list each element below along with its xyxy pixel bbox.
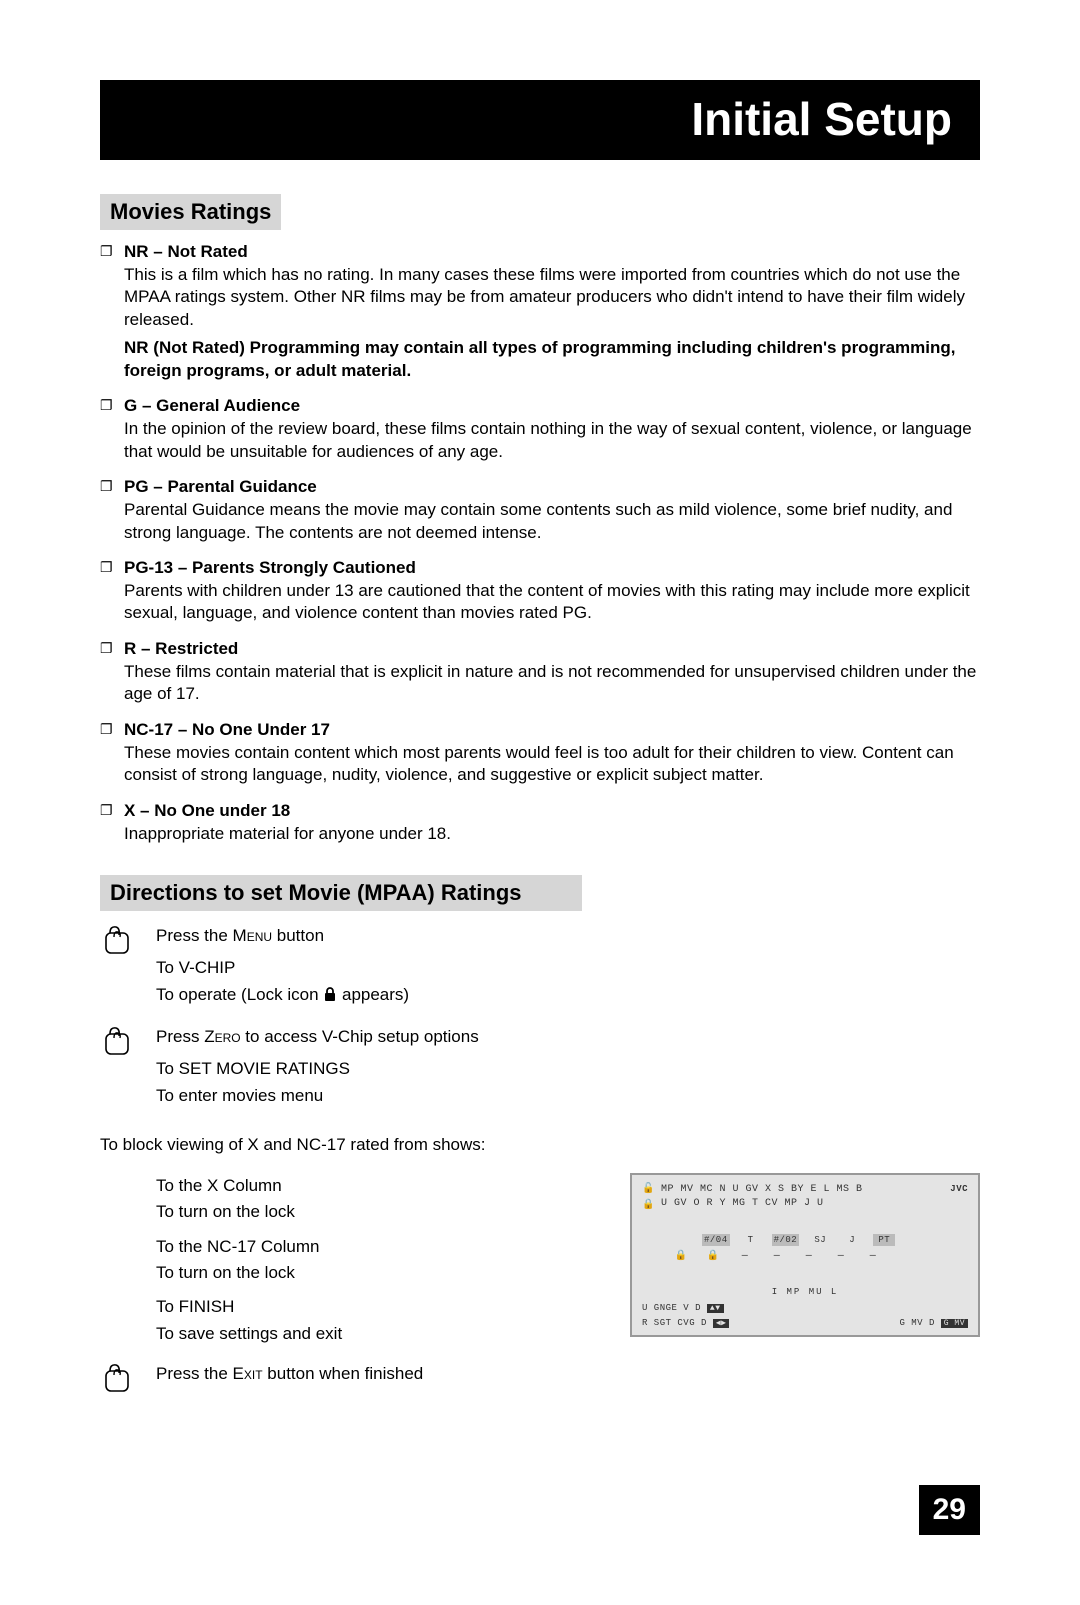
step-sub: To V-CHIP xyxy=(156,955,980,981)
tv-label: U GNGE V D xyxy=(642,1303,701,1313)
tv-button-icon: ◀▶ xyxy=(713,1319,730,1328)
lock-icon: 🔒 xyxy=(642,1199,655,1213)
rating-x: X – No One under 18 Inappropriate materi… xyxy=(100,801,980,845)
tv-middle: I MP MU L xyxy=(642,1286,968,1298)
step-text: button xyxy=(272,926,324,945)
block-step: To turn on the lock xyxy=(156,1260,530,1286)
step-text: appears) xyxy=(337,985,409,1004)
step-text: Press the xyxy=(156,1364,233,1383)
tv-label: R SGT CVG D xyxy=(642,1318,707,1328)
block-step: To the NC-17 Column xyxy=(156,1234,530,1260)
rating-body: These movies contain content which most … xyxy=(124,742,980,787)
step-text: To operate (Lock icon xyxy=(156,985,323,1004)
press-icon xyxy=(100,1024,134,1063)
rating-body: This is a film which has no rating. In m… xyxy=(124,264,980,331)
tv-button-icon: ▲▼ xyxy=(707,1304,724,1313)
step-sub: To SET MOVIE RATINGS xyxy=(156,1056,980,1082)
brand-label: JVC xyxy=(950,1183,968,1195)
page-title: Initial Setup xyxy=(100,80,980,160)
rating-bold-note: NR (Not Rated) Programming may contain a… xyxy=(124,337,980,382)
lock-icon xyxy=(323,984,337,1010)
tv-cell: J xyxy=(841,1234,863,1246)
block-step: To save settings and exit xyxy=(156,1321,530,1347)
rating-nc17: NC-17 – No One Under 17 These movies con… xyxy=(100,720,980,787)
tv-screen-mock: 🔓 🔒 MP MV MC N U GV X S BY E L MS B U GV… xyxy=(630,1173,980,1337)
step-text: Menu xyxy=(233,926,273,945)
rating-title: G – General Audience xyxy=(124,396,980,416)
rating-body: In the opinion of the review board, thes… xyxy=(124,418,980,463)
block-step: To the X Column xyxy=(156,1173,530,1199)
tv-cell: SJ xyxy=(809,1234,831,1246)
lock-icon: 🔒 xyxy=(670,1250,692,1264)
directions-section: Directions to set Movie (MPAA) Ratings P… xyxy=(100,875,980,1414)
tv-ratings-row: #/04 T #/02 SJ J PT xyxy=(670,1234,968,1246)
tv-button-icon: G MV xyxy=(941,1319,968,1328)
rating-r: R – Restricted These films contain mater… xyxy=(100,639,980,706)
rating-body: Parental Guidance means the movie may co… xyxy=(124,499,980,544)
tv-line: U GV O R Y MG T CV MP J U xyxy=(661,1197,944,1211)
step-sub: To enter movies menu xyxy=(156,1083,980,1109)
rating-pg13: PG-13 – Parents Strongly Cautioned Paren… xyxy=(100,558,980,625)
rating-title: PG-13 – Parents Strongly Cautioned xyxy=(124,558,980,578)
rating-pg: PG – Parental Guidance Parental Guidance… xyxy=(100,477,980,544)
step-3: Press the Exit button when finished xyxy=(100,1361,530,1400)
step-text: Zero xyxy=(204,1027,240,1046)
tv-cell: PT xyxy=(873,1234,895,1246)
step-text: Press xyxy=(156,1027,204,1046)
block-steps: To the X Column To turn on the lock To t… xyxy=(100,1173,530,1347)
step-text: button when finished xyxy=(263,1364,424,1383)
step-1: Press the Menu button To V-CHIP To opera… xyxy=(100,923,980,1010)
section-heading-directions: Directions to set Movie (MPAA) Ratings xyxy=(100,875,582,911)
movies-ratings-section: Movies Ratings NR – Not Rated This is a … xyxy=(100,194,980,845)
rating-g: G – General Audience In the opinion of t… xyxy=(100,396,980,463)
rating-body: Inappropriate material for anyone under … xyxy=(124,823,980,845)
rating-title: NR – Not Rated xyxy=(124,242,980,262)
rating-title: NC-17 – No One Under 17 xyxy=(124,720,980,740)
step-text: to access V-Chip setup options xyxy=(241,1027,479,1046)
tv-lock-row: 🔒🔒————— xyxy=(670,1250,968,1264)
rating-nr: NR – Not Rated This is a film which has … xyxy=(100,242,980,382)
step-sub: To operate (Lock icon appears) xyxy=(156,982,980,1010)
block-step: To FINISH xyxy=(156,1294,530,1320)
lock-open-icon: 🔓 xyxy=(642,1183,655,1197)
step-text: Exit xyxy=(233,1364,263,1383)
lock-icon: 🔒 xyxy=(702,1250,724,1264)
section-heading-ratings: Movies Ratings xyxy=(100,194,281,230)
block-intro: To block viewing of X and NC-17 rated fr… xyxy=(100,1135,980,1155)
step-2: Press Zero to access V-Chip setup option… xyxy=(100,1024,980,1109)
rating-title: PG – Parental Guidance xyxy=(124,477,980,497)
tv-line: MP MV MC N U GV X S BY E L MS B xyxy=(661,1183,944,1197)
tv-label: G MV D xyxy=(899,1318,934,1328)
rating-title: X – No One under 18 xyxy=(124,801,980,821)
tv-cell: #/02 xyxy=(772,1234,800,1246)
block-step: To turn on the lock xyxy=(156,1199,530,1225)
page-number: 29 xyxy=(919,1485,980,1535)
press-icon xyxy=(100,923,134,962)
step-text: Press the xyxy=(156,926,233,945)
tv-cell: #/04 xyxy=(702,1234,730,1246)
rating-body: Parents with children under 13 are cauti… xyxy=(124,580,980,625)
rating-body: These films contain material that is exp… xyxy=(124,661,980,706)
tv-cell: T xyxy=(740,1234,762,1246)
rating-title: R – Restricted xyxy=(124,639,980,659)
press-icon xyxy=(100,1361,134,1400)
